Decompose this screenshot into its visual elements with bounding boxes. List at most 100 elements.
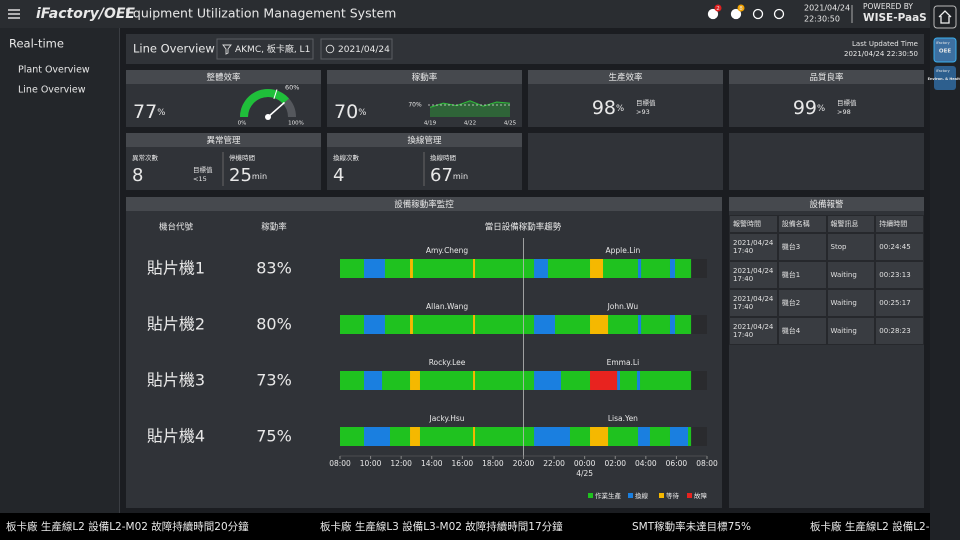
updated-label: Last Updated Time bbox=[852, 40, 918, 48]
card-title: 設備稼動率監控 bbox=[394, 199, 454, 210]
target-value: <15 bbox=[193, 175, 207, 183]
date-button[interactable]: 2021/04/24 bbox=[320, 38, 393, 60]
header-icon[interactable] bbox=[773, 8, 785, 20]
metric-label: 停機時間 bbox=[229, 153, 255, 162]
menu-button[interactable] bbox=[8, 9, 20, 19]
alarm-column-header[interactable]: 持續時間 bbox=[875, 215, 924, 233]
card-header bbox=[126, 133, 321, 147]
legend-item[interactable]: 故障 bbox=[687, 491, 708, 500]
alarm-cell: 機台1 bbox=[777, 261, 827, 289]
header-icon[interactable] bbox=[752, 8, 764, 20]
x-tick-label: 14:00 bbox=[421, 459, 443, 468]
x-tick-label: 10:00 bbox=[360, 459, 382, 468]
trend-x-label: 4/25 bbox=[504, 121, 517, 127]
alarm-cell: 機台2 bbox=[777, 289, 827, 317]
target-value: >98 bbox=[837, 108, 851, 116]
timeline-segment bbox=[364, 427, 391, 446]
kpi-number: 8 bbox=[132, 165, 143, 186]
ticker-message: 板卡廠 生產線L3 設備L3-M02 故障持續時間17分鐘 bbox=[320, 520, 563, 533]
sidebar bbox=[0, 28, 119, 513]
machine-name: 貼片機3 bbox=[147, 371, 205, 390]
target-label: 目標值 bbox=[193, 165, 213, 174]
timeline-segment bbox=[364, 315, 385, 334]
app-name: Environ. & Health bbox=[928, 77, 960, 81]
header-icon[interactable] bbox=[707, 8, 719, 20]
timeline-segment bbox=[364, 259, 385, 278]
legend-label: 作業生產 bbox=[595, 491, 622, 500]
metric-label: 換線次數 bbox=[333, 153, 360, 162]
card-header bbox=[327, 70, 522, 84]
x-tick-label: 04:00 bbox=[635, 459, 657, 468]
alarm-cell: Stop bbox=[826, 233, 876, 261]
alarm-column-header[interactable]: 報警時間 bbox=[729, 215, 778, 233]
timeline-segment bbox=[534, 371, 561, 390]
timeline-segment bbox=[590, 427, 609, 446]
filter-box bbox=[216, 38, 314, 60]
column-header: 機台代號 bbox=[159, 222, 194, 233]
timeline-segment bbox=[473, 315, 476, 334]
filter-button[interactable]: AKMC, 板卡廠, L1 bbox=[216, 38, 314, 60]
sidebar-item[interactable]: Line Overview bbox=[18, 85, 86, 96]
app-tile[interactable]: iFactory Environ. & Health bbox=[928, 66, 960, 90]
kpi-number: 70 bbox=[334, 101, 358, 123]
operator-name: Apple.Lin bbox=[606, 246, 641, 255]
operator-name: Jacky.Hsu bbox=[429, 414, 465, 423]
legend-swatch bbox=[588, 493, 593, 498]
timeline-segment bbox=[669, 427, 689, 446]
date-marker: 4/25 bbox=[576, 469, 593, 478]
alarm-cell: 00:23:13 bbox=[875, 261, 924, 289]
ticker-message: SMT稼動率未達目標75% bbox=[632, 520, 751, 533]
ticker-message: 板卡廠 生產線L2 設備L2-M02 故障持續時間20分鐘 bbox=[810, 520, 960, 533]
alarm-column-header[interactable]: 設備名稱 bbox=[777, 215, 827, 233]
card-title: 稼動率 bbox=[412, 72, 438, 83]
x-tick-label: 12:00 bbox=[390, 459, 412, 468]
timeline-segment bbox=[410, 315, 413, 334]
gauge-hub bbox=[265, 114, 271, 120]
home-box bbox=[933, 5, 957, 29]
powered-by: POWERED BY bbox=[863, 2, 913, 11]
home-button[interactable] bbox=[933, 5, 957, 29]
x-tick-label: 08:00 bbox=[329, 459, 351, 468]
gauge-target-label: 60% bbox=[285, 84, 299, 92]
date-box bbox=[320, 38, 393, 60]
kpi-value: 4 bbox=[333, 165, 344, 186]
kpi-number: 99 bbox=[793, 97, 817, 119]
alarm-column-header[interactable]: 報警訊息 bbox=[826, 215, 876, 233]
legend-item[interactable]: 作業生產 bbox=[588, 491, 622, 500]
timeline-segment bbox=[473, 371, 476, 390]
kpi-value: 99% bbox=[793, 97, 825, 119]
alarm-row: 2021/04/24 17:40 機台4 Waiting 00:28:23 bbox=[729, 317, 924, 345]
app-tile[interactable]: iFactory OEE bbox=[933, 37, 957, 63]
kpi-value: 70% bbox=[334, 101, 366, 123]
legend-item[interactable]: 等待 bbox=[659, 491, 680, 500]
gauge-target bbox=[273, 89, 278, 100]
machine-name: 貼片機1 bbox=[147, 259, 205, 278]
page-title: Line Overview bbox=[133, 42, 215, 56]
kpi-unit: % bbox=[616, 104, 624, 114]
home-icon bbox=[938, 10, 952, 24]
gauge-min: 0% bbox=[238, 121, 247, 127]
timeline-segment bbox=[638, 259, 642, 278]
badge bbox=[737, 4, 745, 12]
x-tick-label: 16:00 bbox=[452, 459, 474, 468]
timeline-segment bbox=[364, 371, 383, 390]
machine-rate: 73% bbox=[256, 371, 292, 390]
x-tick-label: 00:00 bbox=[574, 459, 596, 468]
card-title: 整體效率 bbox=[206, 72, 241, 83]
timeline-segment bbox=[669, 315, 676, 334]
timeline-segment bbox=[617, 371, 620, 390]
alarm-cell: Waiting bbox=[826, 317, 876, 345]
icon-shape bbox=[773, 8, 785, 20]
legend-item[interactable]: 換線 bbox=[628, 491, 649, 500]
gauge-value bbox=[240, 89, 290, 118]
header-icon[interactable] bbox=[730, 8, 742, 20]
card-header bbox=[528, 70, 723, 84]
operator-name: Rocky.Lee bbox=[429, 358, 466, 367]
ticker-message: 板卡廠 生產線L2 設備L2-M02 故障持續時間20分鐘 bbox=[6, 520, 249, 533]
brand: WISE-PaaS bbox=[863, 12, 927, 24]
target-label: 目標值 bbox=[636, 98, 656, 107]
legend-label: 故障 bbox=[694, 491, 708, 500]
sidebar-item[interactable]: Plant Overview bbox=[18, 65, 90, 76]
